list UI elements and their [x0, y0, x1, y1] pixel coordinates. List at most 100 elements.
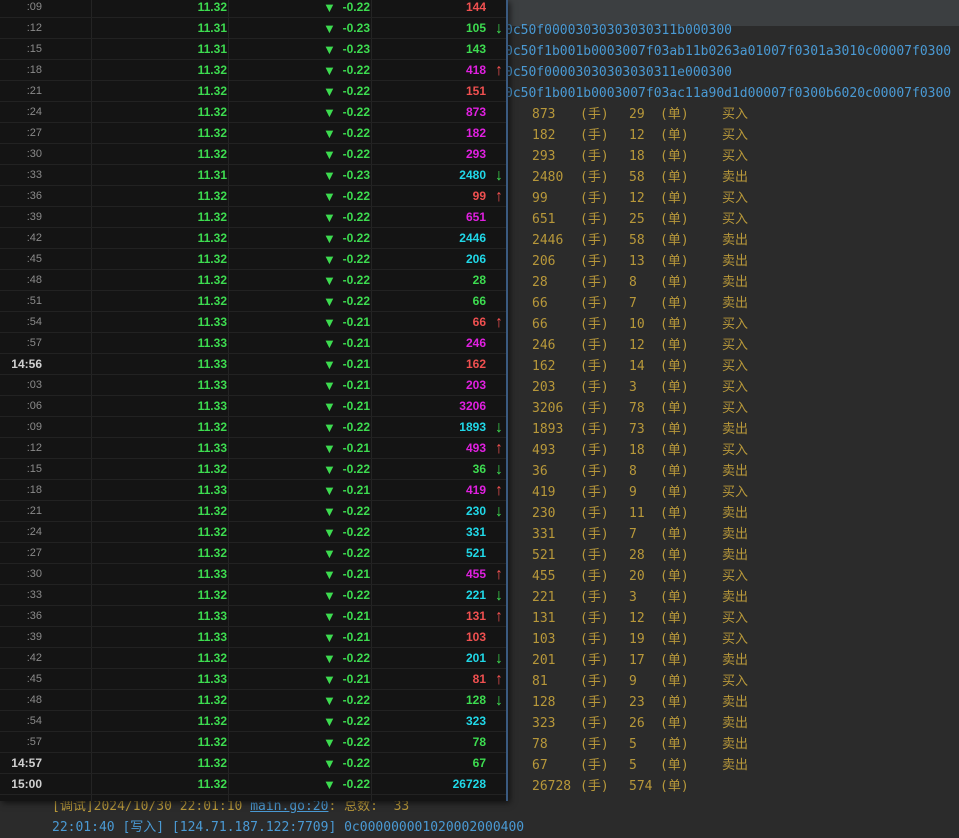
trade-volume: 66: [532, 296, 548, 311]
tick-time: :36: [26, 190, 42, 202]
tick-time: :09: [26, 421, 42, 433]
trade-volume: 221: [532, 590, 556, 605]
trade-count: 28: [629, 548, 645, 563]
tick-volume: 651: [465, 210, 486, 224]
tick-change: -0.22: [342, 588, 370, 602]
trade-volume: 246: [532, 338, 556, 353]
trade-count: 574: [629, 779, 653, 794]
tick-time: :30: [26, 148, 42, 160]
tick-change: -0.21: [342, 672, 370, 686]
tick-price: 11.32: [197, 525, 227, 539]
trade-volume: 455: [532, 569, 556, 584]
trade-count: 20: [629, 569, 645, 584]
trade-count: 29: [629, 107, 645, 122]
tick-price: 11.32: [197, 420, 227, 434]
tick-time: :30: [26, 568, 42, 580]
hand-unit: (手): [580, 401, 609, 416]
trade-volume: 2446: [532, 233, 564, 248]
trade-count: 12: [629, 338, 645, 353]
tick-change: -0.22: [342, 63, 370, 77]
tick-volume: 81: [472, 672, 486, 686]
tick-time: :45: [26, 253, 42, 265]
tick-change: -0.21: [342, 630, 370, 644]
tick-time: :21: [26, 505, 42, 517]
tick-change: -0.21: [342, 567, 370, 581]
trade-side: 卖出: [722, 695, 749, 710]
tick-volume: 455: [465, 567, 486, 581]
tick-volume: 2480: [459, 168, 486, 182]
tick-time: :45: [26, 673, 42, 685]
tick-time: :18: [26, 64, 42, 76]
tick-volume: 521: [465, 546, 486, 560]
hand-unit: (手): [580, 485, 609, 500]
trade-volume: 206: [532, 254, 556, 269]
trade-volume: 26728: [532, 779, 572, 794]
hand-unit: (手): [580, 107, 609, 122]
trade-count: 5: [629, 758, 637, 773]
trade-count: 18: [629, 443, 645, 458]
trade-volume: 128: [532, 695, 556, 710]
tick-time: :06: [26, 400, 42, 412]
tick-volume: 103: [465, 630, 486, 644]
tick-detail-window: :09 11.32 ▼ -0.22 144:12 11.31 ▼ -0.23 105 ↓:15 11…: [0, 0, 508, 801]
hand-unit: (手): [580, 149, 609, 164]
tick-change: -0.21: [342, 399, 370, 413]
tick-volume: 128: [465, 693, 486, 707]
trade-volume: 3206: [532, 401, 564, 416]
tick-row: :21 11.32 ▼ -0.22 151: [0, 81, 506, 102]
tick-volume: 131: [465, 609, 486, 623]
tick-volume: 418: [465, 63, 486, 77]
hand-unit: (手): [580, 443, 609, 458]
trade-side: 买入: [722, 191, 749, 206]
arrow-up-icon: ↑: [495, 188, 503, 205]
trade-side: 买入: [722, 632, 749, 647]
source-link[interactable]: main.go:20: [250, 799, 329, 814]
tick-row: :30 11.32 ▼ -0.22 293: [0, 144, 506, 165]
order-unit: (单): [660, 317, 689, 332]
hand-unit: (手): [580, 758, 609, 773]
tick-row: :21 11.32 ▼ -0.22 230 ↓: [0, 501, 506, 522]
down-triangle-icon: ▼: [323, 693, 336, 708]
tick-row: :48 11.32 ▼ -0.22 28: [0, 270, 506, 291]
tick-time: :15: [26, 43, 42, 55]
tick-price: 11.32: [197, 0, 227, 14]
tick-price: 11.32: [197, 210, 227, 224]
down-triangle-icon: ▼: [323, 63, 336, 78]
tick-volume: 230: [465, 504, 486, 518]
tick-change: -0.22: [342, 777, 370, 791]
tick-row: :54 11.32 ▼ -0.22 323: [0, 711, 506, 732]
tick-change: -0.22: [342, 105, 370, 119]
tick-price: 11.33: [197, 630, 227, 644]
trade-side: 卖出: [722, 233, 749, 248]
tick-time: :48: [26, 274, 42, 286]
trade-side: 买入: [722, 317, 749, 332]
tick-change: -0.23: [342, 21, 370, 35]
trade-side: 卖出: [722, 653, 749, 668]
down-triangle-icon: ▼: [323, 105, 336, 120]
tick-time: :33: [26, 589, 42, 601]
trade-volume: 162: [532, 359, 556, 374]
trade-volume: 230: [532, 506, 556, 521]
tick-price: 11.33: [197, 609, 227, 623]
tick-volume: 67: [472, 756, 486, 770]
order-unit: (单): [660, 527, 689, 542]
hand-unit: (手): [580, 506, 609, 521]
tick-change: -0.22: [342, 462, 370, 476]
tick-time: 14:56: [11, 357, 42, 371]
down-triangle-icon: ▼: [323, 273, 336, 288]
trade-side: 卖出: [722, 422, 749, 437]
hand-unit: (手): [580, 212, 609, 227]
trade-side: 买入: [722, 338, 749, 353]
down-triangle-icon: ▼: [323, 735, 336, 750]
tick-row: :06 11.33 ▼ -0.21 3206: [0, 396, 506, 417]
arrow-down-icon: ↓: [495, 20, 503, 37]
down-triangle-icon: ▼: [323, 126, 336, 141]
trade-side: 卖出: [722, 758, 749, 773]
down-triangle-icon: ▼: [323, 609, 336, 624]
tick-change: -0.22: [342, 525, 370, 539]
tick-row: :57 11.33 ▼ -0.21 246: [0, 333, 506, 354]
trade-side: 卖出: [722, 737, 749, 752]
tick-price: 11.31: [197, 21, 227, 35]
tick-time: 14:57: [11, 756, 42, 770]
write-log-line: 22:01:40 [写入] [124.71.187.122:7709] 0c00…: [52, 820, 525, 835]
